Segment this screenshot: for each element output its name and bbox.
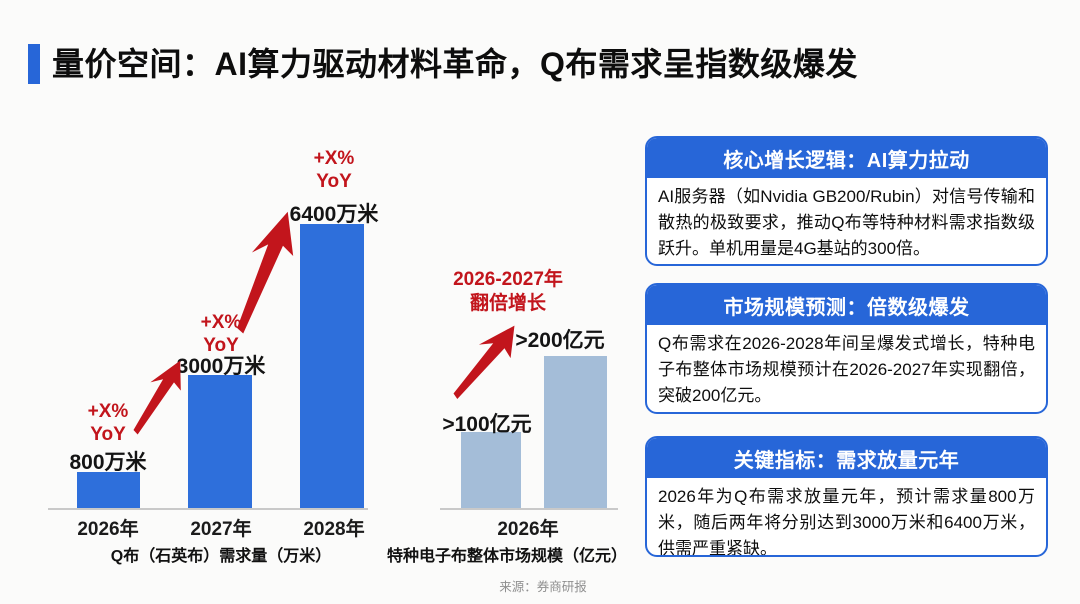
double-growth-annotation: 2026-2027年 翻倍增长 [453, 268, 563, 316]
info-box-market-forecast: 市场规模预测：倍数级爆发 Q布需求在2026-2028年间呈爆发式增长，特种电子… [645, 283, 1048, 414]
info-box-growth-logic: 核心增长逻辑：AI算力拉动 AI服务器（如Nvidia GB200/Rubin）… [645, 136, 1048, 266]
info-box-growth-logic-body: AI服务器（如Nvidia GB200/Rubin）对信号传输和散热的极致要求，… [658, 187, 1035, 258]
bar-market-100 [461, 432, 521, 508]
bar-market-200 [544, 356, 607, 508]
bar-2027-demand [188, 375, 252, 508]
growth-arrow-icon [237, 211, 294, 334]
yoy-label-3-line2: YoY [316, 171, 352, 192]
value-label-800: 800万米 [69, 451, 147, 474]
yoy-label-3-line1: +X% [313, 148, 355, 169]
mid-chart-baseline [440, 508, 618, 510]
mid-chart-axis-title: 特种电子布整体市场规模（亿元） [386, 548, 628, 565]
info-box-market-forecast-body: Q布需求在2026-2028年间呈爆发式增长，特种电子布整体市场规模预计在202… [658, 334, 1035, 405]
yoy-label-2-line1: +X% [200, 312, 242, 333]
info-box-key-indicator: 关键指标：需求放量元年 2026年为Q布需求放量元年，预计需求量800万米，随后… [645, 436, 1048, 557]
bar-2026-demand [77, 472, 140, 508]
left-tick-2028: 2028年 [303, 519, 365, 540]
growth-arrow-icon [453, 325, 515, 399]
mid-tick-2026: 2026年 [497, 519, 559, 540]
info-box-market-forecast-header: 市场规模预测：倍数级爆发 [647, 285, 1046, 325]
growth-arrow-icon [133, 360, 181, 435]
info-box-key-indicator-header: 关键指标：需求放量元年 [647, 438, 1046, 478]
yoy-label-2: +X% YoY [201, 311, 242, 357]
page-title: 量价空间：AI算力驱动材料革命，Q布需求呈指数级爆发 [52, 46, 858, 82]
source-note: 来源：券商研报 [499, 580, 587, 594]
value-label-3000: 3000万米 [176, 355, 266, 378]
value-label-6400: 6400万米 [289, 203, 379, 226]
value-label-200yi: >200亿元 [515, 329, 605, 352]
yoy-label-2-line2: YoY [203, 335, 239, 356]
yoy-label-3: +X% YoY [314, 147, 355, 193]
yoy-label-1-line2: YoY [90, 424, 126, 445]
info-box-growth-logic-header: 核心增长逻辑：AI算力拉动 [647, 138, 1046, 178]
left-chart-baseline [48, 508, 368, 510]
yoy-label-1: +X% YoY [88, 400, 129, 446]
left-tick-2027: 2027年 [190, 519, 252, 540]
info-box-key-indicator-body: 2026年为Q布需求放量元年，预计需求量800万米，随后两年将分别达到3000万… [658, 487, 1035, 557]
left-tick-2026: 2026年 [77, 519, 139, 540]
left-chart-axis-title: Q布（石英布）需求量（万米） [110, 548, 332, 565]
yoy-label-1-line1: +X% [87, 401, 129, 422]
bar-2028-demand [300, 224, 364, 508]
annotation-line1: 2026-2027年 [453, 269, 563, 290]
annotation-line2: 翻倍增长 [469, 293, 546, 314]
title-accent-bar [28, 44, 40, 84]
value-label-100yi: >100亿元 [442, 413, 532, 436]
